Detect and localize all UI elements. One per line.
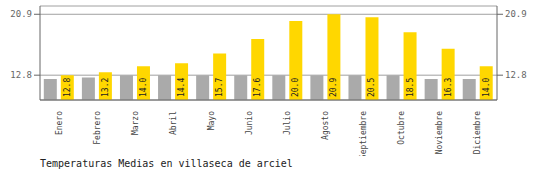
svg-text:20.9: 20.9 — [505, 9, 527, 19]
svg-text:14.0: 14.0 — [482, 78, 491, 97]
svg-text:15.7: 15.7 — [215, 78, 224, 97]
svg-text:12.8: 12.8 — [63, 78, 72, 97]
svg-text:Noviembre: Noviembre — [435, 111, 444, 155]
svg-text:14.4: 14.4 — [177, 78, 186, 97]
svg-text:Enero: Enero — [55, 111, 64, 135]
svg-text:Diciembre: Diciembre — [473, 111, 482, 155]
svg-text:Agosto: Agosto — [321, 111, 330, 140]
svg-text:20.5: 20.5 — [367, 78, 376, 97]
svg-text:Febrero: Febrero — [93, 111, 102, 145]
svg-text:Marzo: Marzo — [131, 111, 140, 135]
svg-text:12.8: 12.8 — [10, 70, 32, 80]
svg-text:13.2: 13.2 — [101, 78, 110, 97]
svg-text:Abril: Abril — [169, 111, 178, 135]
svg-text:Julio: Julio — [283, 111, 292, 135]
svg-text:20.9: 20.9 — [10, 9, 32, 19]
svg-text:12.8: 12.8 — [505, 70, 527, 80]
svg-text:17.6: 17.6 — [253, 78, 262, 97]
svg-text:Mayo: Mayo — [207, 111, 216, 130]
html-text:Temperaturas Medias en villase: Temperaturas Medias en villaseca de arci… — [40, 158, 293, 169]
svg-text:18.5: 18.5 — [406, 78, 415, 97]
svg-text:16.3: 16.3 — [444, 78, 453, 97]
svg-text:20.0: 20.0 — [291, 78, 300, 97]
svg-text:Octubre: Octubre — [397, 111, 406, 145]
svg-text:14.0: 14.0 — [139, 78, 148, 97]
svg-text:20.9: 20.9 — [329, 78, 338, 97]
svg-text:Junio: Junio — [245, 111, 254, 135]
svg-text:Septiembre: Septiembre — [359, 111, 368, 156]
